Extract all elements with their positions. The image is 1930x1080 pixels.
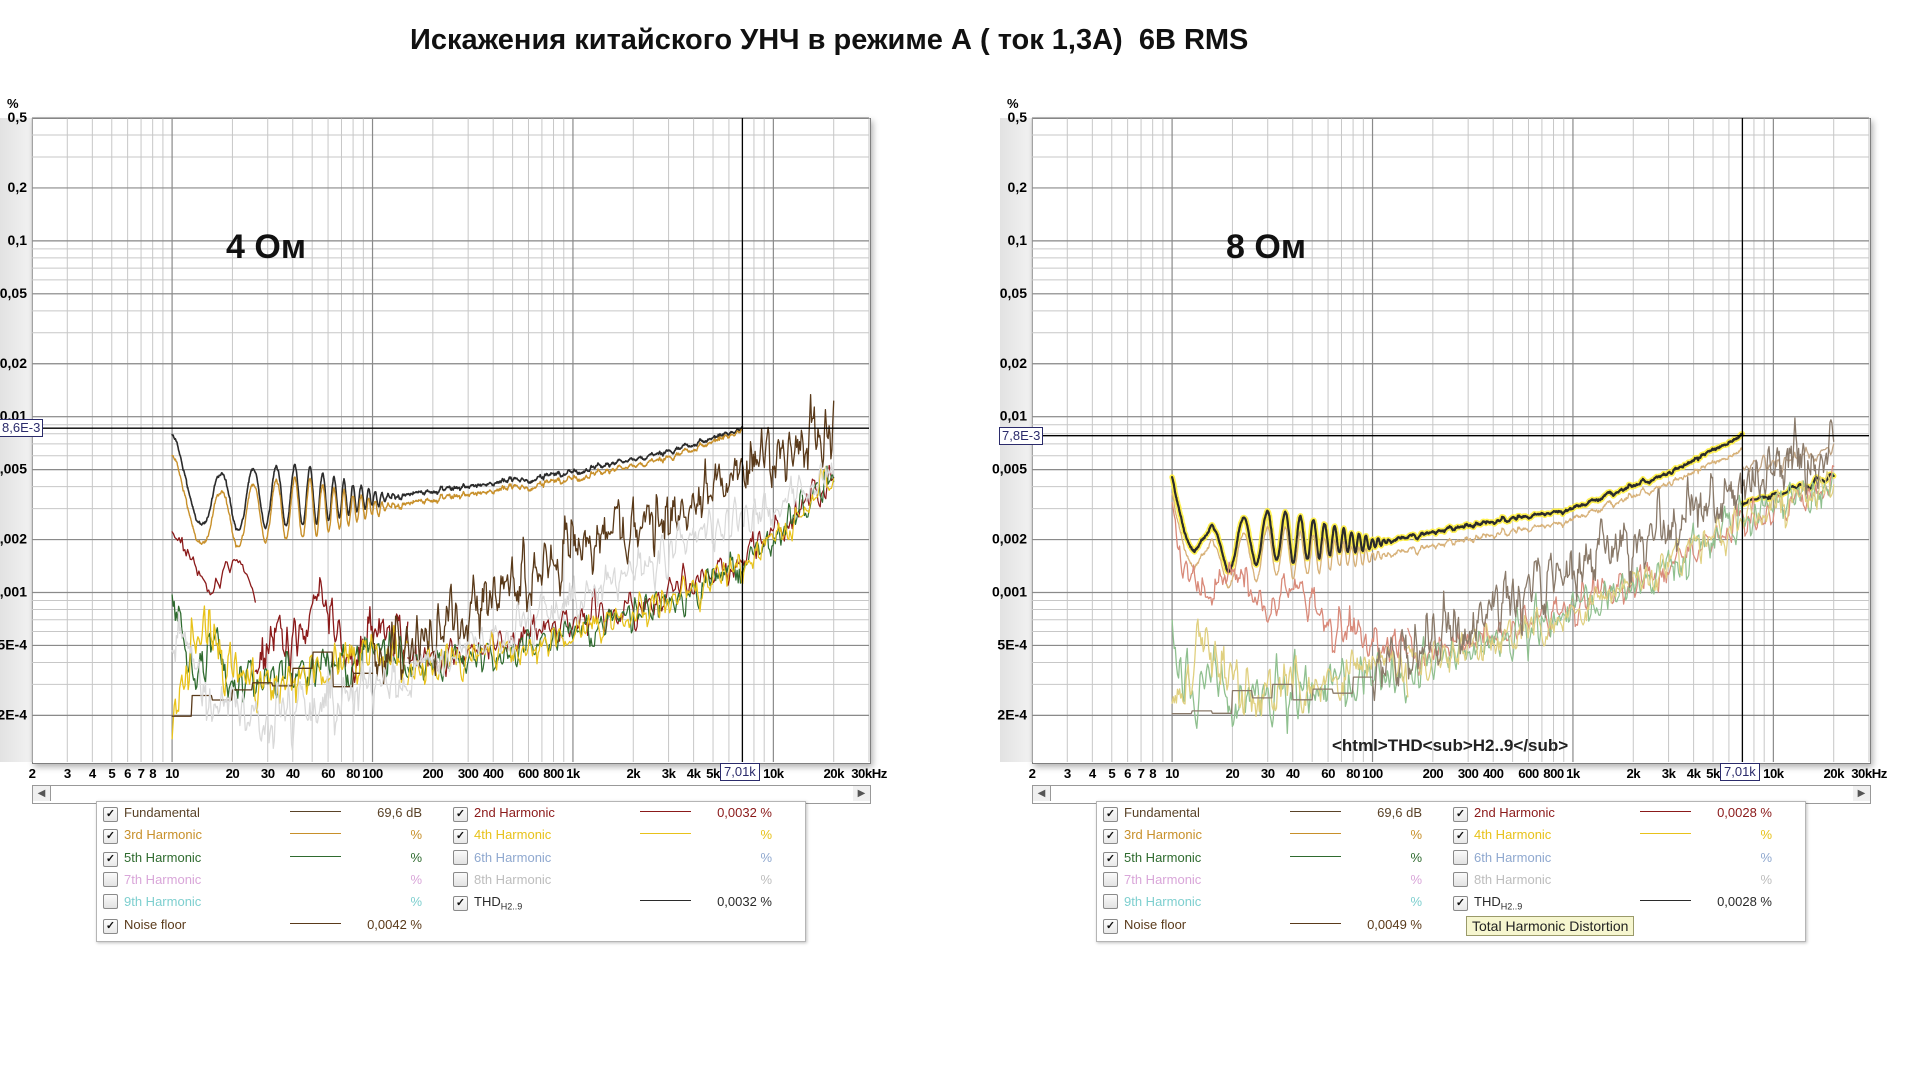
svg-text:100: 100	[362, 766, 383, 781]
svg-text:2k: 2k	[1626, 766, 1641, 781]
svg-text:30kHz: 30kHz	[1851, 766, 1888, 781]
svg-text:1k: 1k	[566, 766, 581, 781]
svg-text:80: 80	[346, 766, 360, 781]
svg-text:5: 5	[1108, 766, 1115, 781]
svg-text:400: 400	[483, 766, 504, 781]
svg-text:0,002: 0,002	[0, 531, 27, 547]
svg-text:0,05: 0,05	[1000, 285, 1027, 301]
svg-text:0,2: 0,2	[8, 179, 28, 195]
svg-text:0,005: 0,005	[992, 461, 1027, 477]
svg-text:2: 2	[1029, 766, 1036, 781]
svg-text:3: 3	[64, 766, 71, 781]
svg-text:7: 7	[1138, 766, 1145, 781]
svg-text:0,02: 0,02	[1000, 355, 1027, 371]
svg-text:0,005: 0,005	[0, 461, 27, 477]
svg-text:0,01: 0,01	[1000, 408, 1027, 424]
svg-text:60: 60	[1321, 766, 1335, 781]
svg-text:2: 2	[29, 766, 36, 781]
svg-text:4k: 4k	[1687, 766, 1702, 781]
svg-text:0,5: 0,5	[8, 109, 28, 125]
svg-text:0,5: 0,5	[1008, 109, 1028, 125]
svg-text:6: 6	[124, 766, 131, 781]
svg-text:100: 100	[1362, 766, 1383, 781]
svg-text:8: 8	[149, 766, 156, 781]
svg-text:0,1: 0,1	[8, 232, 28, 248]
svg-text:30: 30	[1261, 766, 1275, 781]
svg-text:600: 600	[518, 766, 539, 781]
svg-text:20k: 20k	[823, 766, 845, 781]
svg-text:0,02: 0,02	[0, 355, 27, 371]
svg-text:0,05: 0,05	[0, 285, 27, 301]
svg-text:2k: 2k	[626, 766, 641, 781]
svg-text:600: 600	[1518, 766, 1539, 781]
svg-text:4: 4	[1089, 766, 1097, 781]
svg-text:4 Ом: 4 Ом	[226, 228, 306, 266]
svg-text:400: 400	[1483, 766, 1504, 781]
svg-text:20k: 20k	[1823, 766, 1845, 781]
svg-text:0,001: 0,001	[992, 584, 1027, 600]
svg-text:3k: 3k	[1662, 766, 1677, 781]
svg-text:10k: 10k	[763, 766, 785, 781]
svg-text:200: 200	[1423, 766, 1444, 781]
svg-text:0,1: 0,1	[1008, 232, 1028, 248]
svg-text:200: 200	[423, 766, 444, 781]
svg-text:0,2: 0,2	[1008, 179, 1028, 195]
svg-text:800: 800	[543, 766, 564, 781]
svg-text:10k: 10k	[1763, 766, 1785, 781]
svg-text:5k: 5k	[706, 766, 721, 781]
svg-text:5E-4: 5E-4	[0, 636, 27, 652]
svg-text:0,002: 0,002	[992, 531, 1027, 547]
svg-text:0,001: 0,001	[0, 584, 27, 600]
svg-text:5: 5	[108, 766, 115, 781]
svg-text:1k: 1k	[1566, 766, 1581, 781]
svg-text:6: 6	[1124, 766, 1131, 781]
svg-text:5E-4: 5E-4	[997, 636, 1027, 652]
svg-text:8 Ом: 8 Ом	[1226, 228, 1306, 266]
svg-text:300: 300	[458, 766, 479, 781]
svg-text:800: 800	[1543, 766, 1564, 781]
svg-text:2E-4: 2E-4	[0, 706, 27, 722]
svg-text:3k: 3k	[662, 766, 677, 781]
svg-text:40: 40	[1286, 766, 1300, 781]
svg-text:5k: 5k	[1706, 766, 1721, 781]
svg-text:30: 30	[261, 766, 275, 781]
svg-text:30kHz: 30kHz	[851, 766, 888, 781]
svg-text:8: 8	[1149, 766, 1156, 781]
svg-text:40: 40	[286, 766, 300, 781]
svg-text:7: 7	[138, 766, 145, 781]
svg-text:4: 4	[89, 766, 97, 781]
svg-text:20: 20	[226, 766, 240, 781]
svg-text:10: 10	[165, 766, 179, 781]
svg-text:80: 80	[1346, 766, 1360, 781]
svg-text:4k: 4k	[687, 766, 702, 781]
svg-text:60: 60	[321, 766, 335, 781]
svg-text:3: 3	[1064, 766, 1071, 781]
svg-text:2E-4: 2E-4	[997, 706, 1027, 722]
svg-text:10: 10	[1165, 766, 1179, 781]
svg-text:20: 20	[1226, 766, 1240, 781]
svg-text:300: 300	[1458, 766, 1479, 781]
